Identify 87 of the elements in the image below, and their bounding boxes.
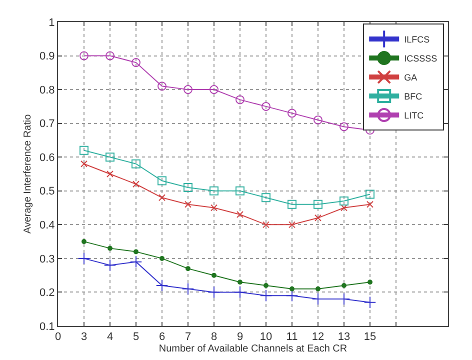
point: [236, 211, 244, 218]
point: [288, 221, 296, 228]
point: [288, 200, 296, 209]
x-tick-label: 13: [338, 331, 350, 344]
point: [132, 58, 140, 68]
point: [238, 280, 242, 285]
x-tick-label: 8: [210, 331, 218, 344]
x-axis-title: Number of Available Channels at Each CR: [158, 344, 348, 355]
point: [366, 190, 374, 199]
point: [82, 239, 86, 244]
point: [262, 193, 270, 202]
point: [184, 85, 192, 94]
point: [364, 296, 376, 308]
point: [286, 290, 298, 302]
point: [236, 95, 244, 104]
point: [340, 122, 348, 132]
point: [236, 186, 244, 196]
point: [210, 85, 218, 94]
point: [158, 82, 166, 91]
point: [262, 102, 270, 111]
point: [106, 170, 114, 178]
y-tick-label: 0.3: [40, 253, 55, 266]
point: [130, 256, 142, 268]
x-tick-label: 0: [54, 331, 62, 344]
point: [182, 282, 194, 295]
point: [158, 176, 166, 186]
y-tick-label: 0.4: [40, 220, 55, 232]
point: [210, 186, 218, 196]
x-tick-label: 4: [106, 331, 114, 344]
point: [314, 200, 322, 209]
point: [210, 204, 218, 212]
point: [158, 194, 166, 202]
legend-label: ILFCS: [404, 34, 430, 45]
point: [80, 160, 88, 168]
y-tick-label: 0.5: [40, 186, 55, 198]
point: [290, 286, 294, 292]
point: [78, 252, 90, 265]
y-tick-label: 0.7: [40, 118, 55, 130]
point: [104, 259, 116, 272]
point: [314, 214, 322, 222]
point: [264, 282, 268, 288]
point: [108, 246, 112, 251]
point: [106, 51, 114, 60]
legend-label: BFC: [404, 92, 423, 102]
point: [132, 159, 140, 168]
point: [368, 280, 372, 285]
point: [314, 115, 322, 124]
x-tick-label: 7: [184, 331, 192, 344]
legend-label: GA: [404, 72, 418, 83]
point: [316, 286, 320, 292]
point: [340, 196, 348, 206]
x-tick-label: 10: [260, 331, 272, 344]
point: [288, 108, 296, 118]
point: [366, 200, 374, 208]
x-tick-label: 11: [286, 331, 298, 344]
x-tick-label: 15: [364, 331, 376, 344]
legend-label: LITC: [404, 110, 424, 121]
x-tick-label: 6: [158, 331, 166, 344]
point: [262, 221, 270, 228]
point: [260, 290, 272, 302]
y-tick-label: 0.1: [40, 320, 55, 333]
point: [156, 279, 168, 292]
point: [208, 286, 220, 298]
y-tick-label: 1: [48, 16, 55, 29]
point: [184, 183, 192, 192]
x-tick-label: 5: [132, 331, 140, 344]
point: [212, 272, 216, 278]
y-tick-label: 0.8: [40, 84, 55, 96]
point: [134, 249, 138, 254]
point: [106, 152, 114, 162]
point: [184, 200, 192, 208]
point: [80, 146, 88, 155]
point: [160, 256, 164, 261]
point: [80, 51, 88, 60]
point: [340, 204, 348, 212]
y-tick-label: 0.9: [40, 50, 55, 63]
x-tick-label: 12: [312, 331, 324, 344]
y-axis-title: Average Interference Ratio: [22, 114, 34, 234]
x-tick-label: 3: [80, 331, 88, 344]
point: [342, 282, 346, 288]
point: [132, 180, 140, 188]
y-tick-label: 0.6: [40, 152, 55, 164]
point: [234, 286, 246, 298]
point: [186, 266, 190, 272]
y-tick-label: 0.2: [40, 287, 55, 300]
legend-label: ICSSSS: [404, 54, 438, 64]
x-tick-label: 9: [236, 331, 244, 344]
